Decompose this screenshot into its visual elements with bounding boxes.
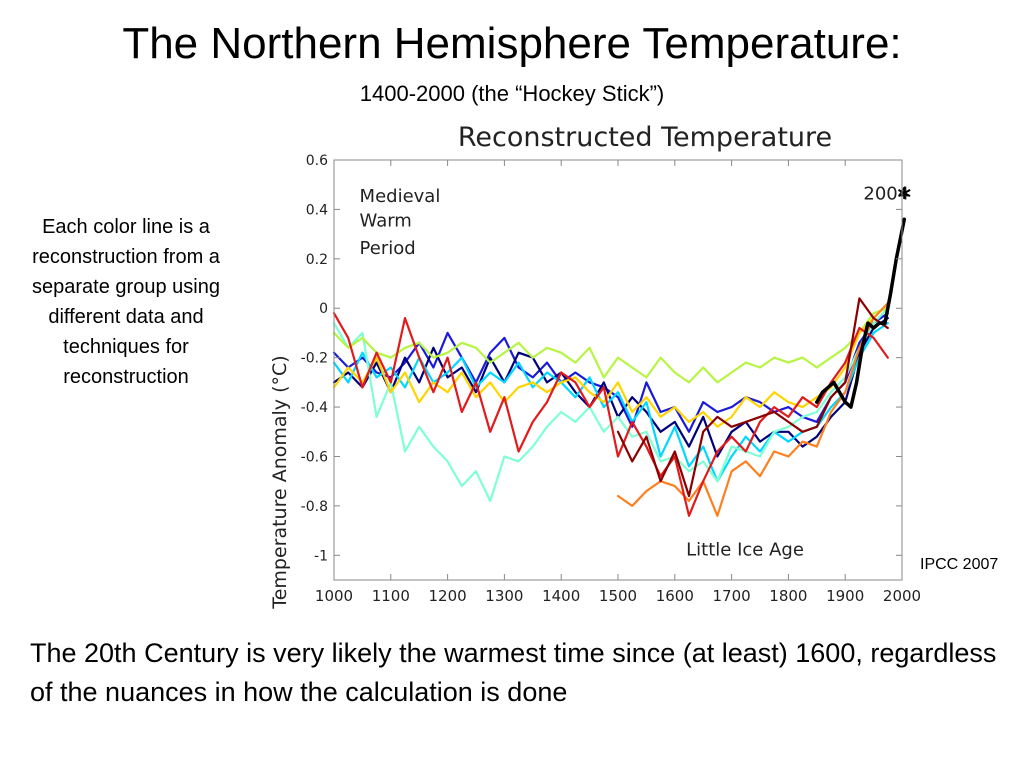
y-tick-label: 0.4 <box>306 202 328 218</box>
series-line-9 <box>616 297 889 498</box>
x-tick-label: 1600 <box>656 587 694 605</box>
x-tick-label: 1000 <box>315 587 353 605</box>
y-tick-label: -0.4 <box>301 400 328 416</box>
series-line-2 <box>332 317 889 458</box>
x-tick-label: 2000 <box>883 587 921 605</box>
x-tick-label: 1700 <box>713 587 751 605</box>
x-tick-label: 1900 <box>826 587 864 605</box>
chart-annotation: Medieval <box>360 186 441 207</box>
x-tick-label: 1500 <box>599 587 637 605</box>
series-line-5 <box>332 307 889 384</box>
slide-subtitle: 1400-2000 (the “Hockey Stick”) <box>359 81 665 106</box>
x-tick-label: 1200 <box>429 587 467 605</box>
marker-2004-star: * <box>897 183 911 213</box>
plot-frame <box>333 159 903 581</box>
conclusion-text: The 20th Century is very likely the warm… <box>30 638 997 707</box>
y-tick-label: -0.8 <box>301 499 328 515</box>
y-tick-label: 0 <box>319 301 328 317</box>
slide-title: The Northern Hemisphere Temperature: <box>122 19 902 68</box>
x-tick-label: 1800 <box>769 587 807 605</box>
y-tick-label: 0.6 <box>306 153 328 169</box>
chart-title: Reconstructed Temperature <box>458 122 832 153</box>
y-tick-label: -0.6 <box>301 449 328 465</box>
side-note: Each color line is a reconstruction from… <box>32 216 220 388</box>
x-tick-label: 1100 <box>372 587 410 605</box>
source-label: IPCC 2007 <box>920 556 999 573</box>
chart-annotation: Warm <box>360 211 412 232</box>
tick-layer: 1000 1100 1200 1300 1400 1500 1600 1700 1800 1900… <box>301 153 921 605</box>
x-tick-label: 1400 <box>542 587 580 605</box>
y-tick-label: -1 <box>314 548 328 564</box>
annotation-layer: Medieval Warm Period Little Ice Age 2004* <box>360 183 912 560</box>
series-layer <box>332 217 907 517</box>
x-tick-label: 1300 <box>485 587 523 605</box>
series-line-10 <box>815 217 907 409</box>
chart-annotation: 2004 <box>863 184 909 205</box>
chart-annotation: Little Ice Age <box>686 539 804 560</box>
chart-annotation: Period <box>360 238 416 259</box>
series-line-8 <box>332 312 889 517</box>
series-line-3 <box>332 322 889 483</box>
temperature-chart: Reconstructed Temperature Temperature An… <box>269 122 921 610</box>
y-axis-label: Temperature Anomaly (°C) <box>269 355 291 609</box>
series-line-6 <box>332 302 889 428</box>
y-tick-label: -0.2 <box>301 351 328 367</box>
y-tick-label: 0.2 <box>306 252 328 268</box>
series-line-1 <box>332 312 889 433</box>
